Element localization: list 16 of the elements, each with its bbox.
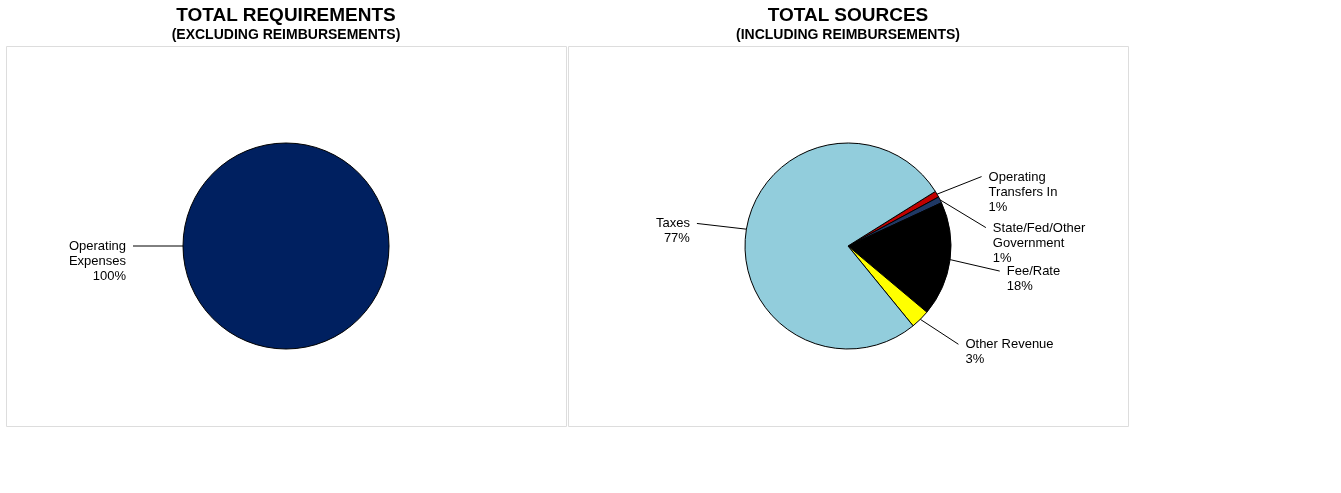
slice-label: Other Revenue (965, 336, 1054, 352)
slice-label: State/Fed/Other Government (992, 219, 1087, 250)
data-label: 100% (92, 268, 127, 283)
slice-label: Operating Transfers In (988, 168, 1058, 199)
data-label: 77% (663, 230, 691, 246)
chart-subtitle: (INCLUDING REIMBURSEMENTS) (736, 26, 960, 42)
data-label: 3% (965, 351, 985, 367)
slice-label: Operating Expenses (68, 238, 127, 268)
slice-label: Fee/Rate (1006, 263, 1061, 279)
chart-title: TOTAL SOURCES (767, 4, 929, 25)
chart-title: TOTAL REQUIREMENTS (176, 4, 396, 25)
data-label: 1% (988, 198, 1008, 214)
slice-label: Taxes (655, 215, 691, 231)
chart-subtitle: (EXCLUDING REIMBURSEMENTS) (171, 26, 401, 42)
data-label: 1% (992, 249, 1013, 265)
data-label: 18% (1006, 278, 1034, 294)
